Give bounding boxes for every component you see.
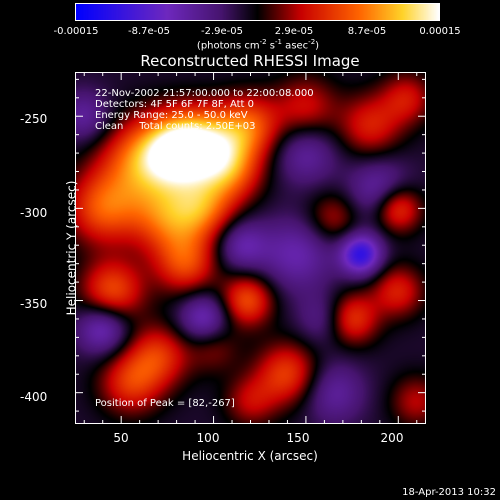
y-axis-label: Heliocentric Y (arcsec): [64, 180, 79, 316]
chart-title: Reconstructed RHESSI Image: [140, 52, 360, 70]
colorbar-units: (photons cm-2 s-1 asec-2): [196, 38, 320, 52]
timestamp-footer: 18-Apr-2013 10:32: [402, 487, 496, 498]
annotation-energy-range: Energy Range: 25.0 - 50.0 keV: [95, 110, 248, 121]
colorbar: [75, 3, 440, 21]
y-tick-label: -400: [20, 390, 48, 404]
x-tick-label: 200: [380, 431, 404, 445]
plot-axes: [75, 72, 426, 424]
plot-area: 22-Nov-2002 21:57:00.000 to 22:00:08.000…: [75, 72, 426, 424]
colorbar-tick-label: 2.9e-05: [274, 26, 314, 37]
y-tick-label: -250: [20, 112, 48, 126]
y-tick-label: -300: [20, 206, 48, 220]
colorbar-tick-label: 8.7e-05: [347, 26, 387, 37]
annotation-peak-position: Position of Peak = [82,-267]: [95, 398, 235, 409]
x-tick-label: 100: [196, 431, 220, 445]
y-tick-label: -350: [20, 297, 48, 311]
x-tick-label: 150: [286, 431, 310, 445]
colorbar-tick-label: 0.00015: [419, 26, 461, 37]
colorbar-tick-label: -8.7e-05: [128, 26, 170, 37]
x-tick-label: 50: [113, 431, 129, 445]
x-axis-label: Heliocentric X (arcsec): [182, 449, 318, 463]
colorbar-tick-label: -0.00015: [53, 26, 99, 37]
annotation-detectors: Detectors: 4F 5F 6F 7F 8F, Att 0: [95, 99, 255, 110]
annotation-clean-counts: Clean Total counts: 2.50E+03: [95, 121, 256, 132]
heatmap-image: [75, 72, 426, 424]
colorbar-tick-label: -2.9e-05: [201, 26, 243, 37]
annotation-time-range: 22-Nov-2002 21:57:00.000 to 22:00:08.000: [95, 88, 314, 99]
